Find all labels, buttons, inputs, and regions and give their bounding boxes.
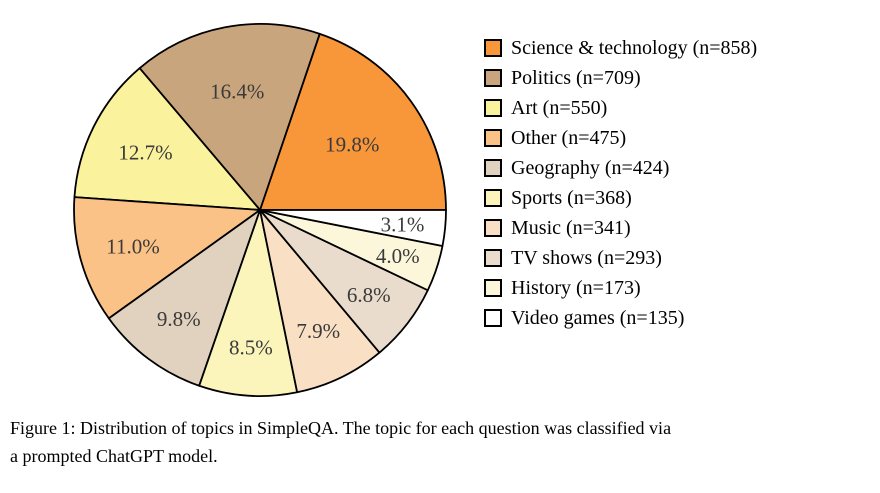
legend-item-label: Music (n=341): [511, 216, 631, 239]
legend-item-label: TV shows (n=293): [511, 246, 662, 269]
pie-slice-percent-label: 16.4%: [210, 80, 264, 104]
legend: Science & technology (n=858) Politics (n=…: [484, 33, 757, 333]
pie-slice: [73, 67, 261, 211]
legend-swatch: [484, 129, 502, 147]
legend-swatch: [484, 159, 502, 177]
pie-slice-percent-label: 19.8%: [325, 132, 379, 156]
legend-item: History (n=173): [484, 273, 757, 303]
figure-caption-line-1: Figure 1: Distribution of topics in Simp…: [10, 418, 672, 438]
pie-slice: [198, 209, 299, 397]
legend-item: Politics (n=709): [484, 63, 757, 93]
pie-slice-percent-label: 3.1%: [381, 212, 425, 236]
legend-swatch: [484, 69, 502, 87]
legend-item: TV shows (n=293): [484, 243, 757, 273]
pie-slice: [107, 209, 261, 387]
pie-slice-percent-label: 8.5%: [229, 336, 273, 360]
pie-slice-percent-label: 11.0%: [106, 234, 159, 258]
pie-chart: 19.8% 16.4% 12.7% 11.0% 9.8% 8.5% 7.9% 6.8% 4.0%…: [73, 23, 447, 397]
legend-item: Science & technology (n=858): [484, 33, 757, 63]
legend-item-label: Politics (n=709): [511, 66, 641, 89]
legend-item-label: Sports (n=368): [511, 186, 632, 209]
legend-item: Art (n=550): [484, 93, 757, 123]
legend-swatch: [484, 189, 502, 207]
pie-slice-percent-label: 6.8%: [347, 283, 391, 307]
legend-swatch: [484, 309, 502, 327]
pie-slice: [259, 32, 447, 211]
pie-slice-percent-label: 4.0%: [376, 244, 420, 268]
pie-slice: [138, 23, 321, 211]
legend-item-label: Science & technology (n=858): [511, 36, 758, 59]
pie-slice: [259, 209, 381, 394]
pie-slice-percent-label: 12.7%: [118, 140, 172, 164]
legend-item: Music (n=341): [484, 213, 757, 243]
legend-item-label: Geography (n=424): [511, 156, 670, 179]
pie-slice: [73, 196, 261, 320]
legend-swatch: [484, 39, 502, 57]
legend-item: Other (n=475): [484, 123, 757, 153]
legend-item: Video games (n=135): [484, 303, 757, 333]
legend-item-label: Video games (n=135): [511, 306, 685, 329]
figure-caption: Figure 1: Distribution of topics in Simp…: [10, 414, 870, 470]
legend-item-label: Other (n=475): [511, 126, 627, 149]
legend-item-label: Art (n=550): [511, 96, 608, 119]
pie-slice: [259, 209, 447, 247]
legend-swatch: [484, 279, 502, 297]
pie-slice-percent-label: 7.9%: [296, 319, 340, 343]
legend-swatch: [484, 249, 502, 267]
legend-item: Geography (n=424): [484, 153, 757, 183]
legend-item: Sports (n=368): [484, 183, 757, 213]
legend-swatch: [484, 219, 502, 237]
legend-item-label: History (n=173): [511, 276, 641, 299]
legend-swatch: [484, 99, 502, 117]
figure-caption-line-2: a prompted ChatGPT model.: [10, 446, 218, 466]
pie-slice-percent-label: 9.8%: [157, 307, 201, 331]
